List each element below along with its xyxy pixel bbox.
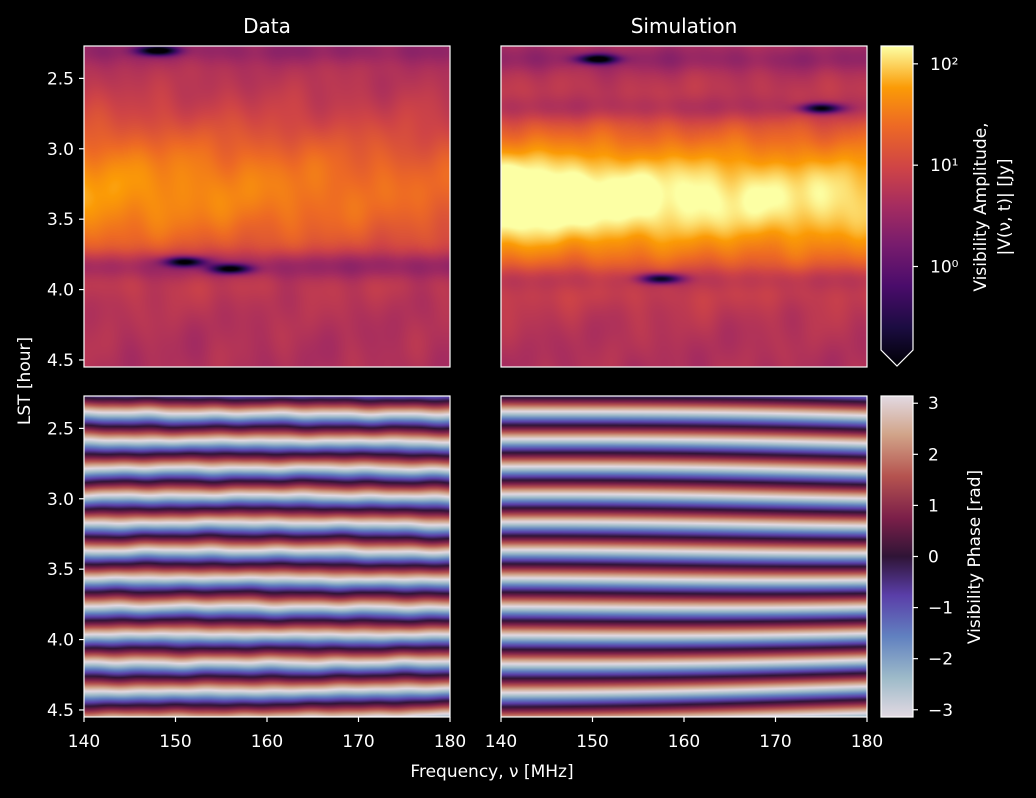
phase-colorbar-tick-label: 3: [928, 394, 939, 414]
phase-colorbar-tick-label: 0: [928, 548, 939, 568]
phase-colorbar-tick-label: −2: [928, 650, 953, 670]
y-tick-label: 2.5: [47, 419, 74, 439]
phase-colorbar-label: Visibility Phase [rad]: [965, 470, 985, 644]
x-tick-label: 170: [759, 732, 791, 752]
x-tick-label: 170: [342, 732, 374, 752]
y-tick-label: 4.5: [47, 701, 74, 721]
x-tick-label: 140: [485, 732, 517, 752]
x-tick-label: 160: [251, 732, 283, 752]
x-tick-label: 180: [434, 732, 466, 752]
phase-colorbar-tick-label: −1: [928, 599, 953, 619]
x-axis-label: Frequency, ν [MHz]: [410, 762, 573, 782]
amplitude-colorbar-tick-label: 10²: [930, 55, 958, 75]
phase-data-heatmap: [83, 395, 451, 718]
phase-colorbar: [880, 395, 914, 718]
y-tick-label: 4.0: [47, 631, 74, 651]
amplitude-colorbar-tick-label: 10⁰: [930, 258, 959, 278]
y-tick-label: 3.5: [47, 210, 74, 230]
y-tick-label: 4.5: [47, 351, 74, 371]
y-tick-label: 3.5: [47, 560, 74, 580]
y-tick-label: 4.0: [47, 281, 74, 301]
x-tick-label: 160: [668, 732, 700, 752]
y-tick-label: 3.0: [47, 490, 74, 510]
phase-colorbar-tick-label: 2: [928, 445, 939, 465]
x-tick-label: 150: [159, 732, 191, 752]
y-tick-label: 3.0: [47, 140, 74, 160]
x-tick-label: 140: [68, 732, 100, 752]
title-simulation: Simulation: [631, 14, 738, 38]
y-tick-label: 2.5: [47, 69, 74, 89]
phase-colorbar-tick-label: 1: [928, 496, 939, 516]
amplitude-colorbar: [880, 45, 914, 367]
x-tick-label: 150: [576, 732, 608, 752]
phase-simulation-heatmap: [500, 395, 868, 718]
amplitude-simulation-heatmap: [500, 45, 868, 368]
axis-ticks: 2.5 3.0 3.5 4.0 4.5 2.5 3.0 3.5 4.0 4.5 140 150 160 1…: [47, 55, 959, 752]
amplitude-colorbar-tick-label: 10¹: [930, 156, 958, 176]
x-tick-label: 180: [851, 732, 883, 752]
phase-colorbar-tick-label: −3: [928, 701, 953, 721]
amplitude-colorbar-label: Visibility Amplitude, |V(ν, t)| [Jy]: [971, 122, 1015, 291]
amplitude-colorbar-label-line1: Visibility Amplitude,: [971, 122, 991, 291]
amplitude-colorbar-label-line2: |V(ν, t)| [Jy]: [995, 158, 1015, 255]
title-data: Data: [243, 14, 291, 38]
amplitude-data-heatmap: [83, 45, 451, 368]
y-axis-label: LST [hour]: [15, 337, 35, 425]
